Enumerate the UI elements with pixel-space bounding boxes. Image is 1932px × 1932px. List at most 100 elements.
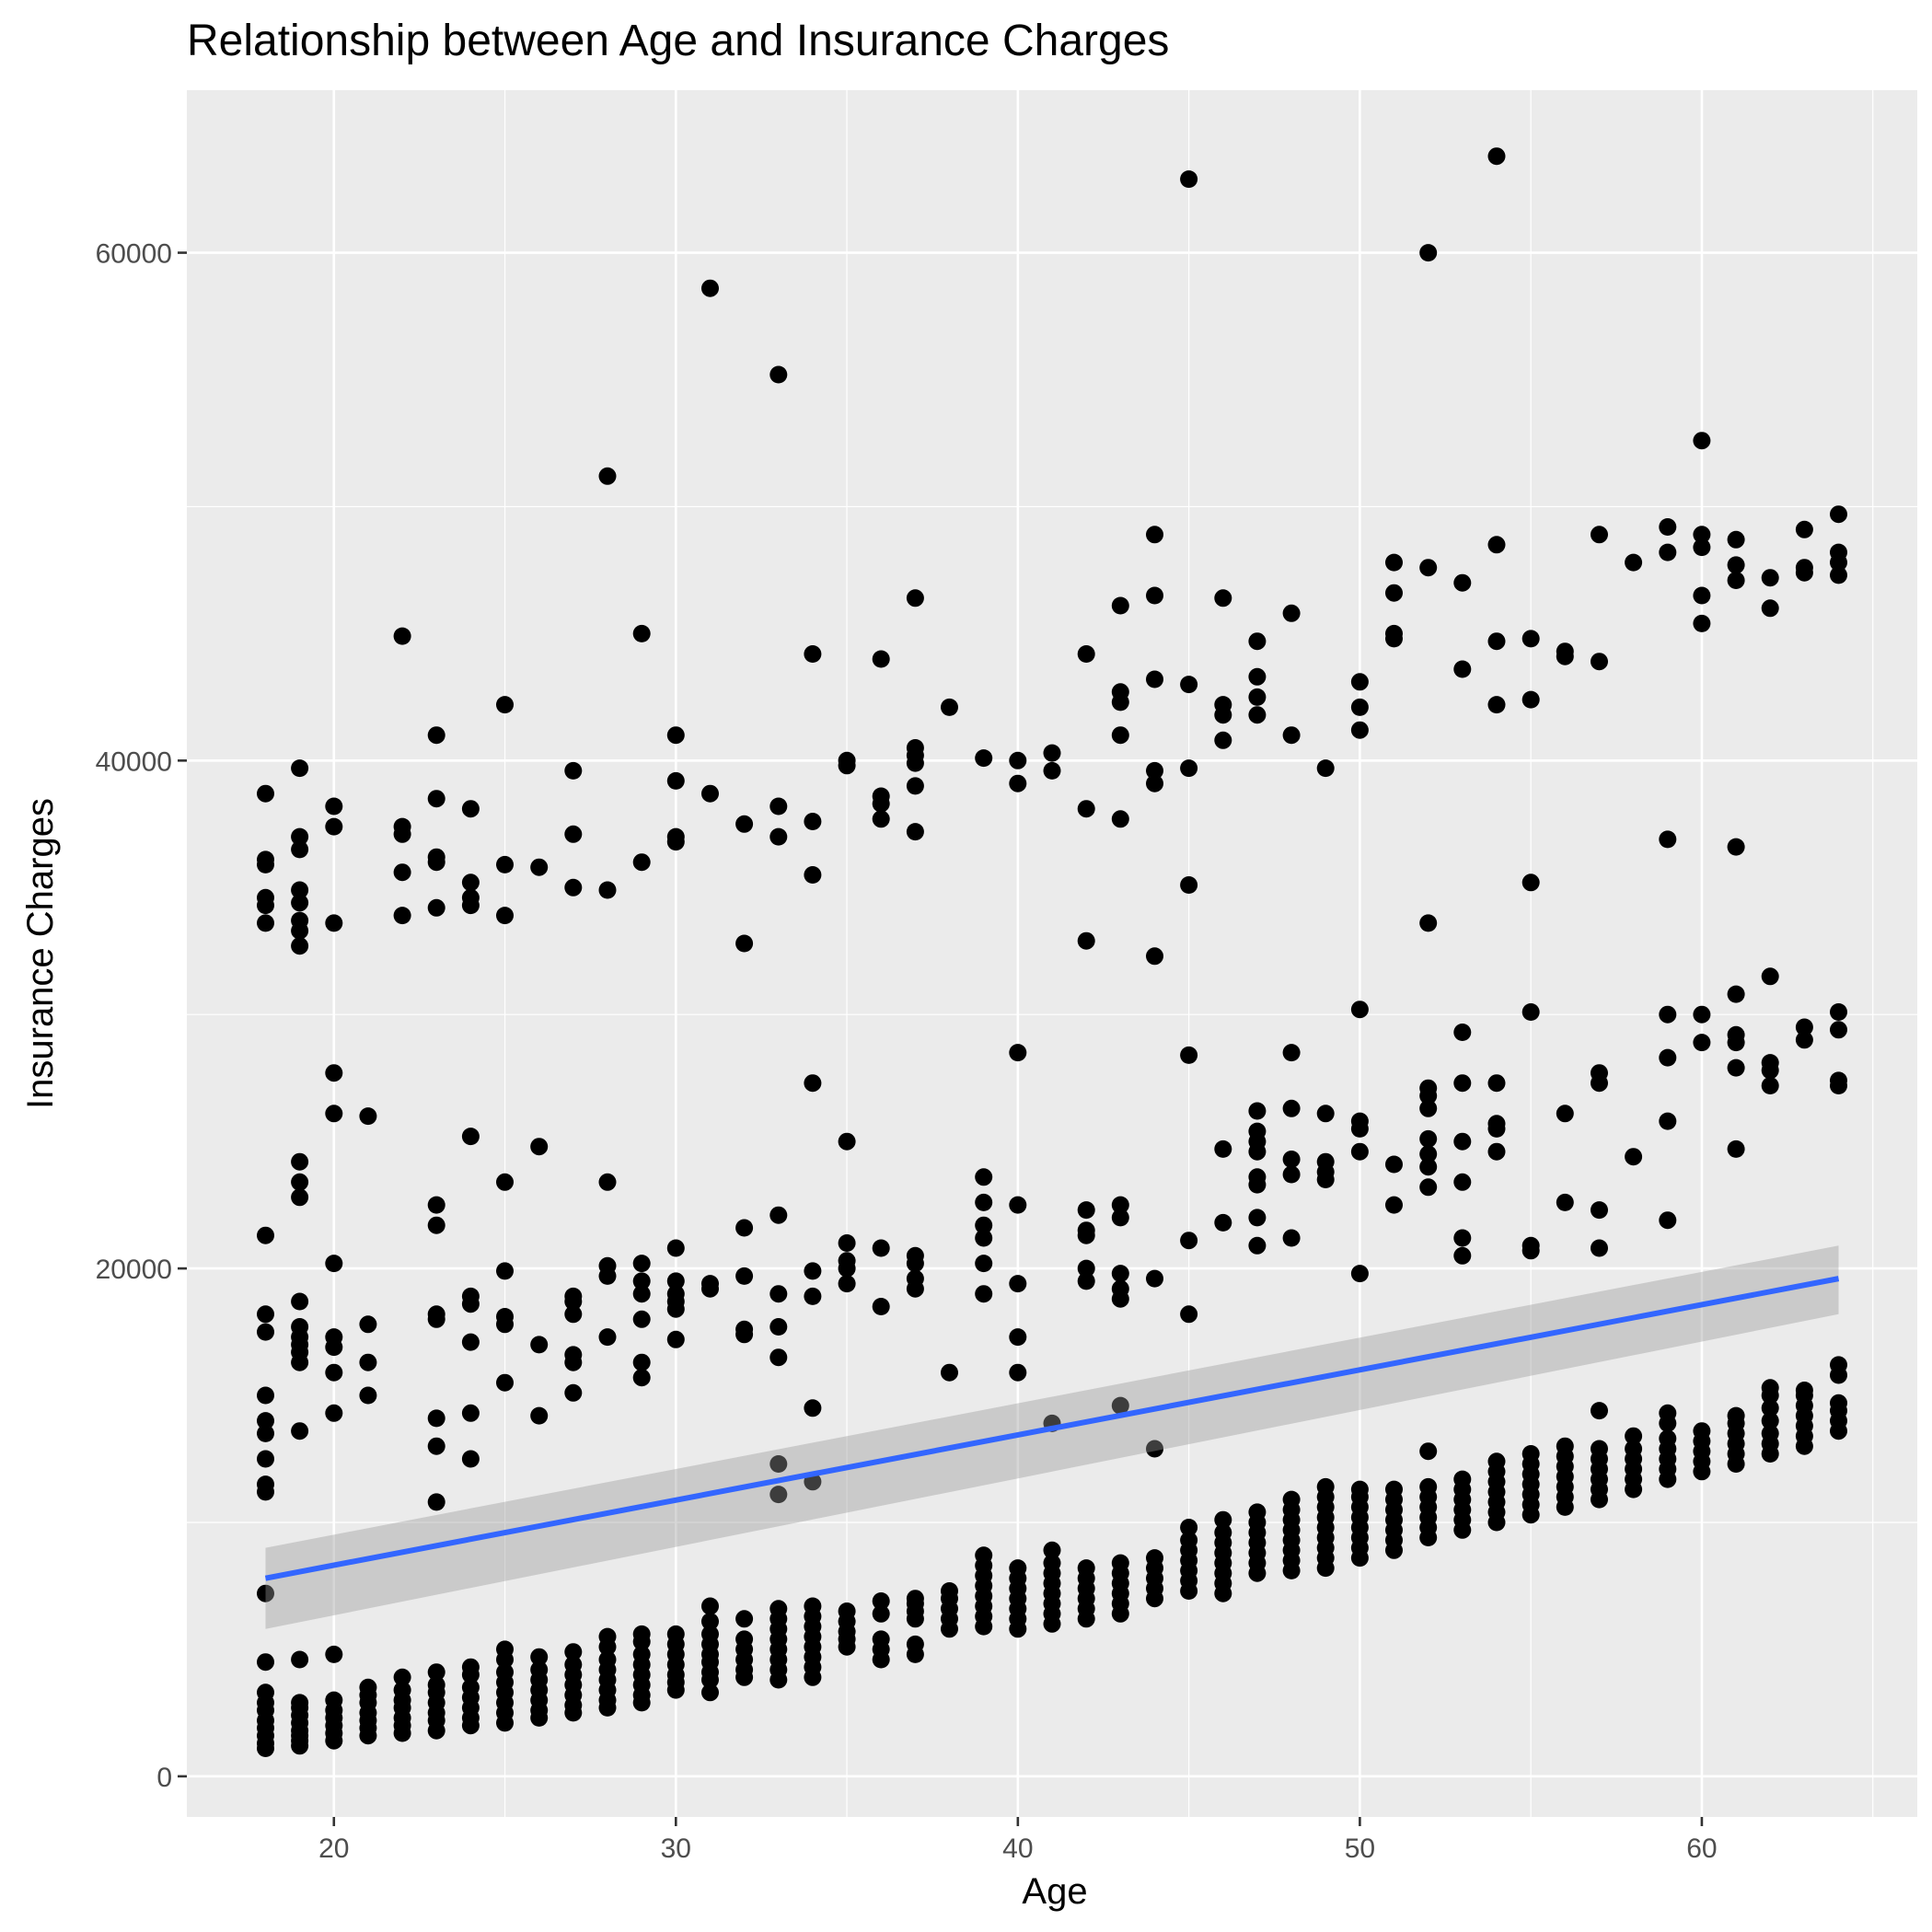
data-point [257, 1450, 274, 1468]
data-point [257, 1683, 274, 1702]
data-point [1659, 830, 1677, 849]
data-point [1214, 1213, 1232, 1232]
data-point [427, 898, 445, 917]
data-point [872, 810, 890, 828]
data-point [1795, 559, 1813, 577]
data-point [1146, 774, 1163, 792]
data-point [1111, 683, 1129, 701]
data-point [1625, 1148, 1643, 1166]
data-point [872, 1239, 890, 1257]
data-point [1180, 1305, 1198, 1324]
data-point [1487, 1142, 1506, 1161]
data-point [1761, 1379, 1779, 1397]
data-point [1556, 1105, 1574, 1123]
data-point [735, 1610, 754, 1628]
data-point [906, 777, 924, 795]
data-point [325, 1255, 343, 1273]
data-point [1693, 586, 1711, 605]
data-point [1248, 1102, 1267, 1120]
data-point [359, 1107, 377, 1126]
data-point [1556, 642, 1574, 661]
data-point [1316, 1477, 1335, 1496]
data-point [359, 1315, 377, 1334]
data-point [496, 907, 514, 925]
data-point [1727, 530, 1745, 549]
data-point [1521, 630, 1540, 648]
data-point [461, 1287, 480, 1305]
data-point [427, 848, 445, 866]
data-point [1248, 1168, 1267, 1186]
data-point [769, 1600, 788, 1618]
data-point [1591, 653, 1608, 671]
data-point [701, 784, 719, 803]
data-point [461, 888, 480, 907]
data-point [1830, 1071, 1847, 1090]
data-point [461, 1678, 480, 1696]
data-point [906, 739, 924, 757]
data-point [461, 1404, 480, 1422]
data-point [1077, 800, 1095, 818]
data-point [1009, 1328, 1027, 1347]
data-point [872, 1592, 890, 1610]
data-point [975, 1285, 993, 1303]
data-point [735, 815, 754, 833]
data-point [1521, 1236, 1540, 1255]
data-points [257, 147, 1847, 1757]
data-point [1761, 967, 1779, 986]
data-point [1419, 1129, 1438, 1148]
data-point [1830, 1021, 1847, 1039]
data-point [975, 1193, 993, 1211]
data-point [1487, 696, 1506, 714]
data-point [1419, 1477, 1438, 1496]
data-point [530, 1336, 549, 1354]
data-point [598, 1328, 617, 1347]
data-point [1693, 432, 1711, 450]
data-point [530, 1648, 549, 1666]
data-point [1077, 1221, 1095, 1240]
data-point [1111, 1196, 1129, 1214]
data-point [1043, 1554, 1061, 1572]
data-point [1146, 586, 1163, 605]
data-point [564, 878, 583, 897]
data-point [1830, 543, 1847, 561]
data-point [1385, 1155, 1403, 1174]
data-point [1419, 1442, 1438, 1461]
data-point [1146, 1549, 1163, 1568]
data-point [906, 1269, 924, 1288]
data-point [838, 1275, 856, 1293]
data-point [291, 1318, 309, 1336]
data-point [257, 850, 274, 869]
data-point [1453, 1173, 1472, 1191]
data-point [564, 761, 583, 780]
data-point [291, 1173, 309, 1191]
data-point [632, 1353, 651, 1371]
data-point [1693, 526, 1711, 544]
data-point [598, 1173, 617, 1191]
data-point [769, 1455, 788, 1473]
data-point [872, 650, 890, 668]
data-point [769, 1206, 788, 1224]
data-point [291, 1422, 309, 1440]
y-axis: 0 20000 40000 60000 [96, 239, 187, 1793]
data-point [291, 937, 309, 955]
data-point [769, 1486, 788, 1504]
data-point [1693, 1422, 1711, 1440]
trend-line-group [264, 1245, 1840, 1629]
data-point [1350, 1001, 1369, 1019]
data-point [461, 800, 480, 818]
data-point [1487, 1452, 1506, 1471]
x-axis-title: Age [1022, 1871, 1087, 1912]
data-point [1556, 1437, 1574, 1455]
data-point [941, 1582, 958, 1600]
data-point [701, 1625, 719, 1643]
trend-line [264, 1276, 1840, 1581]
data-point [1521, 1445, 1540, 1463]
data-point [872, 1630, 890, 1649]
data-point [1214, 1523, 1232, 1542]
data-point [564, 825, 583, 843]
data-point [1146, 526, 1163, 544]
x-tick-label: 60 [1686, 1834, 1717, 1864]
data-point [1009, 1044, 1027, 1062]
data-point [496, 1663, 514, 1682]
data-point [1591, 1402, 1608, 1420]
